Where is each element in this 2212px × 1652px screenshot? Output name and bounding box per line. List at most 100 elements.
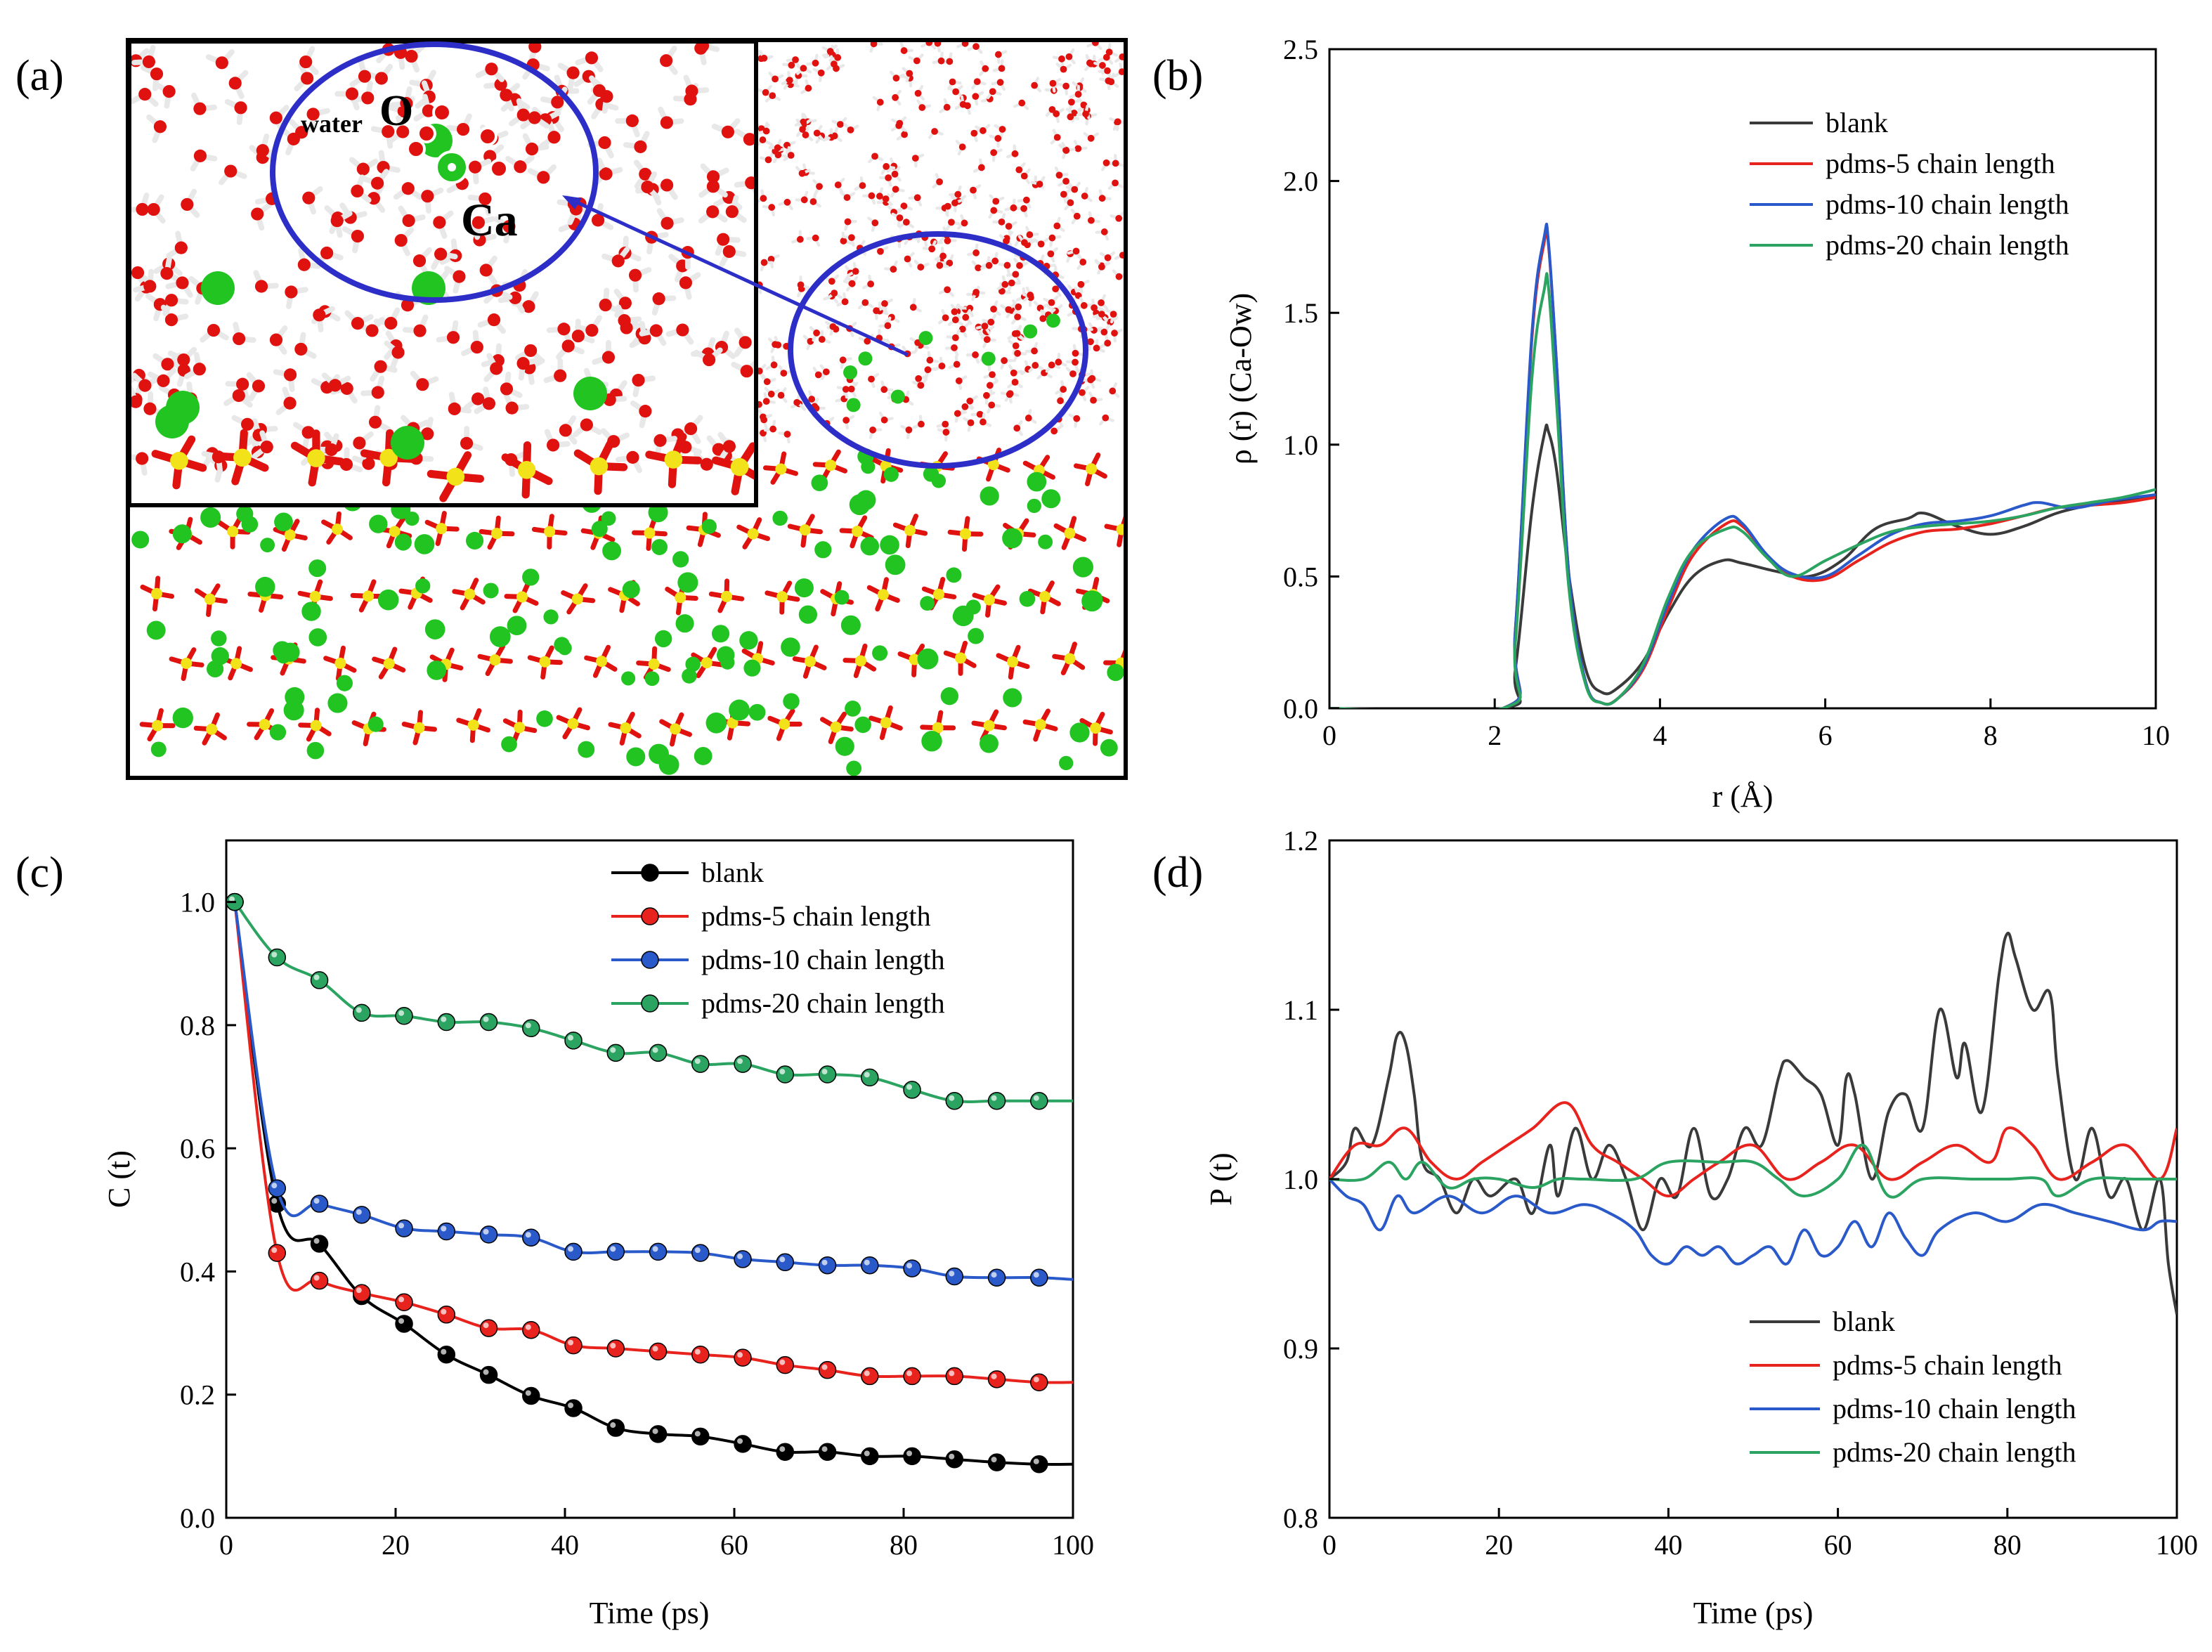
- water-oxygen: [1098, 263, 1105, 271]
- data-point-highlight: [694, 1431, 701, 1437]
- legend-d: blank pdms-5 chain length pdms-10 chain le…: [1750, 1306, 2076, 1468]
- data-point: [522, 1386, 540, 1405]
- water-oxygen: [848, 280, 856, 287]
- water-oxygen: [571, 330, 585, 343]
- data-point-highlight: [779, 1256, 786, 1263]
- water-oxygen: [269, 111, 282, 124]
- data-point: [776, 1443, 795, 1461]
- water-oxygen: [384, 316, 398, 330]
- sulfur-atom: [904, 524, 916, 536]
- calcium-atom: [306, 741, 325, 760]
- calcium-atom: [280, 642, 300, 662]
- calcium-atom: [260, 538, 275, 553]
- calcium-atom: [308, 559, 327, 578]
- calcium-atom: [854, 716, 871, 734]
- data-point: [903, 1259, 921, 1277]
- data-point-highlight: [779, 1359, 786, 1365]
- water-oxygen: [885, 174, 892, 181]
- water-oxygen: [422, 104, 435, 117]
- data-point: [564, 1336, 583, 1355]
- calcium-atom: [1046, 313, 1060, 328]
- water-oxygen: [500, 382, 514, 396]
- water-oxygen: [479, 264, 493, 277]
- water-oxygen: [942, 429, 950, 436]
- water-oxygen: [717, 233, 730, 246]
- y-tick-label: 2.5: [1283, 34, 1318, 65]
- series-line-d-2: [1329, 1178, 2177, 1266]
- water-oxygen: [839, 356, 847, 364]
- snapshot-panel: water O Ca: [126, 38, 1128, 780]
- water-oxygen: [416, 378, 429, 391]
- data-point-highlight: [991, 1373, 997, 1379]
- calcium-atom: [367, 716, 384, 732]
- water-oxygen: [880, 386, 888, 394]
- data-point-highlight: [652, 1428, 658, 1434]
- sulfur-atom: [150, 587, 162, 599]
- water-oxygen: [951, 316, 959, 324]
- water-oxygen: [269, 333, 283, 346]
- sulfur-atom: [490, 528, 502, 540]
- series-group-b: [1329, 222, 2156, 708]
- data-point-highlight: [271, 1183, 278, 1189]
- water-oxygen: [1013, 424, 1021, 432]
- data-point-highlight: [652, 1246, 658, 1252]
- sulfur-atom: [516, 591, 528, 603]
- label-calcium: Ca: [461, 195, 518, 246]
- data-point-highlight: [737, 1253, 743, 1259]
- water-oxygen: [944, 237, 951, 245]
- water-oxygen: [502, 220, 516, 233]
- sulfur-atom: [983, 594, 995, 606]
- legend-c: blank pdms-5 chain length pdms-10 chain le…: [611, 857, 945, 1019]
- calcium-atom: [654, 630, 672, 648]
- water-oxygen: [313, 308, 326, 322]
- data-point-highlight: [229, 896, 235, 902]
- calcium-atom: [885, 554, 906, 575]
- water-oxygen: [1077, 280, 1085, 288]
- water-oxygen: [412, 254, 427, 268]
- data-point-highlight: [398, 1010, 405, 1016]
- water-oxygen: [402, 214, 415, 228]
- data-point: [606, 1339, 625, 1358]
- water-oxygen: [1050, 427, 1058, 435]
- water-oxygen: [391, 346, 405, 359]
- water-oxygen: [471, 392, 485, 405]
- sulfur-atom: [1007, 656, 1019, 668]
- water-oxygen: [580, 418, 593, 431]
- data-point: [987, 1370, 1006, 1388]
- water-oxygen: [913, 194, 921, 202]
- water-oxygen: [1027, 292, 1034, 299]
- water-oxygen: [234, 101, 247, 115]
- water-oxygen: [618, 297, 632, 310]
- data-point: [479, 1013, 498, 1032]
- sulfur-atom: [379, 448, 398, 467]
- water-oxygen: [943, 103, 951, 111]
- water-oxygen: [961, 403, 969, 410]
- calcium-atom: [554, 637, 570, 653]
- water-oxygen: [1003, 238, 1010, 245]
- water-oxygen: [365, 324, 379, 337]
- data-point: [691, 1427, 710, 1446]
- water-oxygen: [1020, 204, 1028, 212]
- data-point: [987, 1453, 1006, 1471]
- water-oxygen: [460, 436, 474, 450]
- sulfur-atom: [567, 717, 579, 729]
- water-oxygen: [942, 314, 949, 322]
- water-oxygen: [1072, 349, 1079, 357]
- water-oxygen: [599, 298, 612, 312]
- calcium-atom: [150, 741, 167, 757]
- water-oxygen: [1048, 234, 1056, 242]
- calcium-atom: [591, 521, 608, 538]
- water-oxygen: [340, 382, 353, 395]
- water-oxygen: [702, 353, 716, 367]
- calcium-atom: [626, 747, 646, 767]
- sulfur-atom: [854, 655, 866, 667]
- water-oxygen: [783, 198, 791, 206]
- sulfur-atom: [830, 721, 842, 733]
- water-oxygen: [994, 135, 1002, 142]
- water-oxygen: [834, 54, 842, 61]
- sulfur-atom: [1064, 653, 1076, 665]
- water-oxygen: [900, 47, 908, 54]
- water-oxygen: [980, 418, 987, 426]
- calcium-atom: [783, 693, 800, 710]
- sulfur-atom: [880, 717, 892, 729]
